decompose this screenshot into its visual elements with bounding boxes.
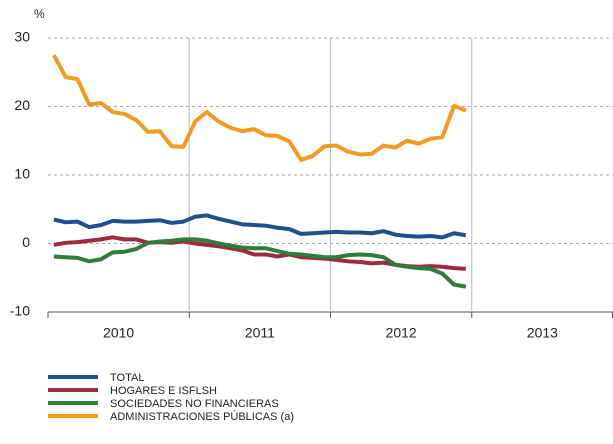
legend-label: ADMINISTRACIONES PÚBLICAS (a): [110, 410, 294, 423]
y-tick-label: 10: [14, 166, 30, 182]
y-axis-label: %: [34, 7, 45, 21]
x-tick-label: 2013: [527, 325, 558, 341]
x-tick-label: 2012: [386, 325, 417, 341]
y-tick-label: 20: [14, 97, 30, 113]
series-line: [52, 54, 467, 162]
y-tick-label: 0: [22, 234, 30, 250]
series-line: [53, 237, 467, 289]
series-line: [53, 213, 467, 240]
legend-label: HOGARES E ISFLSH: [110, 385, 217, 397]
legend-label: TOTAL: [110, 372, 144, 384]
x-tick-label: 2011: [245, 325, 275, 341]
y-tick-label: 30: [14, 29, 30, 45]
legend-label: SOCIEDADES NO FINANCIERAS: [110, 398, 279, 410]
x-tick-label: 2010: [103, 325, 134, 341]
y-tick-label: -10: [10, 303, 30, 319]
